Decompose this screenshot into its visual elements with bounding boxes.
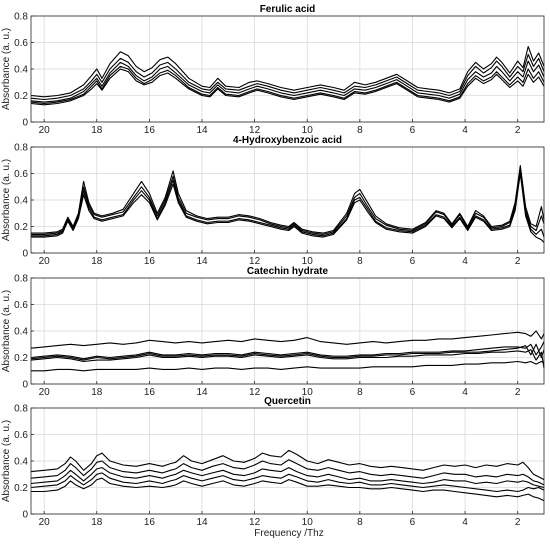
y-tick-label: 0.6 [14, 430, 28, 441]
x-tick-label: 16 [144, 256, 156, 267]
series-line-1 [30, 449, 545, 481]
series-line-3 [30, 60, 545, 103]
y-tick-label: 0.2 [14, 483, 28, 494]
series-line-4 [30, 472, 545, 493]
series-line-4 [30, 349, 545, 369]
x-tick-label: 10 [302, 256, 314, 267]
series-line-3 [30, 467, 545, 489]
y-axis-label: Absorbance (a. u.) [1, 159, 12, 241]
x-tick-label: 18 [91, 387, 103, 398]
x-tick-label: 2 [515, 517, 521, 528]
y-tick-label: 0.4 [14, 196, 28, 207]
series-line-4 [30, 65, 545, 105]
series-line-3 [31, 170, 545, 238]
y-tick-label: 0.2 [14, 222, 28, 233]
series-line-5 [31, 477, 545, 502]
panel-title: 4-Hydroxybenzoic acid [233, 135, 342, 146]
y-tick-label: 0.6 [14, 300, 28, 311]
x-tick-label: 10 [302, 125, 314, 136]
x-tick-label: 10 [302, 387, 314, 398]
x-tick-label: 6 [410, 125, 416, 136]
x-tick-label: 4 [462, 387, 468, 398]
x-tick-label: 20 [39, 517, 51, 528]
y-tick-label: 0.8 [14, 404, 28, 415]
x-tick-label: 12 [249, 125, 261, 136]
series-line-5 [31, 360, 545, 372]
x-tick-label: 20 [39, 387, 51, 398]
x-tick-label: 8 [357, 387, 363, 398]
x-tick-label: 14 [196, 387, 208, 398]
y-tick-label: 0.2 [14, 353, 28, 364]
x-tick-label: 20 [39, 125, 51, 136]
y-axis-label: Absorbance (a. u.) [1, 420, 12, 502]
panel-title: Quercetin [264, 396, 311, 407]
y-tick-label: 0.4 [14, 65, 28, 76]
x-tick-label: 6 [410, 517, 416, 528]
x-tick-label: 18 [91, 517, 103, 528]
series-line-2 [30, 459, 545, 486]
x-tick-label: 2 [515, 387, 521, 398]
x-tick-label: 16 [144, 125, 156, 136]
series-line-5 [30, 68, 545, 106]
y-tick-label: 0.8 [14, 12, 28, 23]
y-axis-label: Absorbance (a. u.) [1, 28, 12, 110]
series-line-1 [31, 165, 545, 234]
x-tick-label: 18 [91, 256, 103, 267]
y-tick-label: 0.2 [14, 91, 28, 102]
series-line-1 [30, 330, 545, 349]
panel-title: Catechin hydrate [247, 266, 329, 277]
series-line-1 [30, 45, 545, 98]
x-axis-label: Frequency /Thz [254, 528, 323, 539]
x-tick-label: 12 [249, 256, 261, 267]
x-tick-label: 14 [196, 125, 208, 136]
y-tick-label: 0.6 [14, 169, 28, 180]
x-tick-label: 10 [302, 517, 314, 528]
series-line-2 [30, 53, 545, 101]
series-line-3 [30, 343, 545, 361]
y-tick-label: 0 [22, 380, 28, 391]
y-tick-label: 0.4 [14, 327, 28, 338]
series-line-4 [31, 172, 545, 243]
series-line-2 [30, 341, 545, 360]
x-tick-label: 4 [462, 256, 468, 267]
x-tick-label: 8 [357, 256, 363, 267]
panel-title: Ferulic acid [260, 4, 316, 15]
x-tick-label: 18 [91, 125, 103, 136]
y-tick-label: 0.8 [14, 143, 28, 154]
x-tick-label: 14 [196, 256, 208, 267]
y-tick-label: 0.6 [14, 38, 28, 49]
x-tick-label: 14 [196, 517, 208, 528]
x-tick-label: 8 [357, 517, 363, 528]
x-tick-label: 8 [357, 125, 363, 136]
y-tick-label: 0.8 [14, 274, 28, 285]
x-tick-label: 12 [249, 517, 261, 528]
x-tick-label: 4 [462, 125, 468, 136]
x-tick-label: 6 [410, 256, 416, 267]
x-tick-label: 20 [39, 256, 51, 267]
x-tick-label: 2 [515, 125, 521, 136]
x-tick-label: 2 [515, 256, 521, 267]
x-tick-label: 12 [249, 387, 261, 398]
x-tick-label: 16 [144, 387, 156, 398]
y-tick-label: 0 [22, 510, 28, 521]
x-tick-label: 4 [462, 517, 468, 528]
y-tick-label: 0.4 [14, 457, 28, 468]
y-axis-label: Absorbance (a. u.) [1, 290, 12, 372]
y-tick-label: 0 [22, 118, 28, 129]
x-tick-label: 6 [410, 387, 416, 398]
y-tick-label: 0 [22, 249, 28, 260]
x-tick-label: 16 [144, 517, 156, 528]
series-line-2 [31, 167, 545, 235]
